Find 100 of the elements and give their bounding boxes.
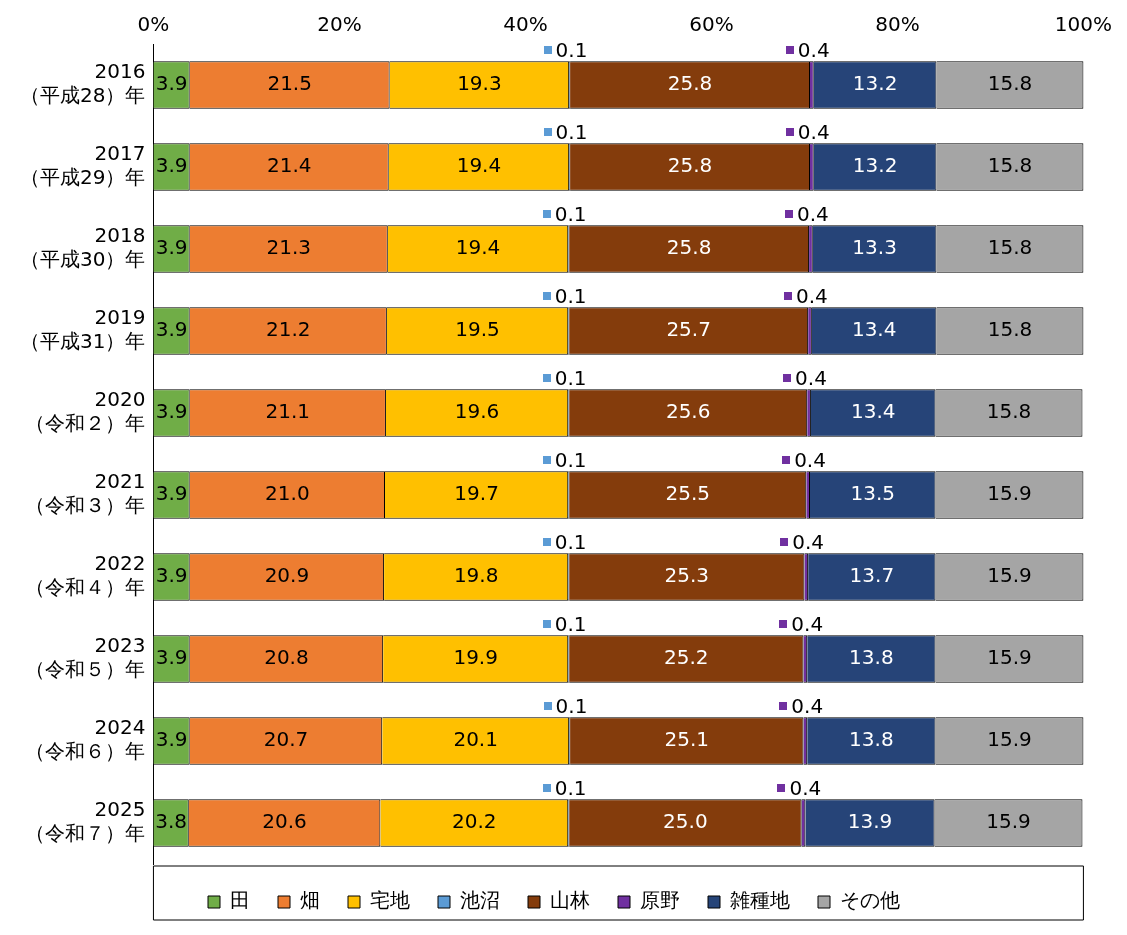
data-label: 25.5 [665, 481, 710, 506]
data-label: 13.7 [849, 563, 895, 588]
data-label: 13.8 [849, 645, 894, 670]
data-label: 15.9 [987, 727, 1032, 752]
data-label: 13.3 [852, 235, 897, 260]
legend-label: 田 [230, 888, 250, 913]
legend-label: 畑 [300, 888, 320, 913]
data-label: 25.7 [666, 317, 711, 342]
data-label: 0.1 [555, 120, 588, 145]
y-tick-label: 2019 （平成31）年 [20, 305, 146, 354]
y-tick-label: 2018 （平成30）年 [20, 223, 146, 272]
data-label: 20.8 [264, 645, 309, 670]
data-label: 0.4 [796, 284, 828, 309]
data-label: 3.9 [155, 727, 188, 752]
data-label: 0.1 [554, 776, 587, 801]
data-label: 19.4 [455, 235, 501, 260]
data-label: 3.9 [155, 235, 188, 260]
data-label: 19.7 [454, 481, 499, 506]
data-label: 0.1 [554, 530, 587, 555]
data-label: 3.9 [155, 645, 188, 670]
legend-label: 原野 [640, 888, 680, 913]
data-label: 13.4 [850, 399, 896, 424]
data-label: 21.4 [266, 153, 312, 178]
legend-label: その他 [840, 888, 900, 913]
data-label: 15.8 [987, 317, 1033, 342]
data-label: 0.1 [555, 694, 588, 719]
data-label: 19.6 [454, 399, 500, 424]
legend-label: 宅地 [370, 888, 410, 913]
legend-label: 山林 [550, 888, 590, 913]
data-label: 15.8 [986, 399, 1032, 424]
data-label: 19.5 [455, 317, 500, 342]
data-label: 15.8 [987, 153, 1033, 178]
data-label: 20.7 [263, 727, 309, 752]
data-label: 25.8 [667, 71, 713, 96]
data-label: 25.0 [663, 809, 708, 834]
legend-label: 雑種地 [730, 888, 790, 913]
data-label: 19.3 [457, 71, 502, 96]
x-tick-label: 20% [317, 12, 362, 37]
data-label: 3.9 [155, 317, 188, 342]
data-label: 20.2 [452, 809, 497, 834]
data-label: 0.1 [555, 38, 588, 63]
data-label: 21.5 [267, 71, 312, 96]
data-label: 0.4 [791, 694, 824, 719]
y-tick-label: 2025 （令和７）年 [25, 797, 146, 846]
y-tick-label: 2016 （平成28）年 [20, 59, 146, 108]
data-label: 15.8 [987, 235, 1033, 260]
data-label: 13.9 [847, 809, 893, 834]
data-label: 19.9 [453, 645, 498, 670]
x-tick-label: 80% [875, 12, 920, 37]
data-label: 13.4 [851, 317, 897, 342]
data-label: 25.8 [666, 235, 712, 260]
data-label: 0.4 [792, 530, 825, 555]
data-label: 0.4 [795, 366, 827, 391]
data-label: 19.8 [453, 563, 499, 588]
y-tick-label: 2020 （令和２）年 [25, 387, 146, 436]
data-label: 13.2 [852, 71, 898, 96]
y-tick-label: 2022 （令和４）年 [25, 551, 146, 600]
data-label: 0.1 [554, 366, 587, 391]
data-label: 0.1 [554, 202, 587, 227]
data-label: 19.4 [456, 153, 502, 178]
data-label: 13.2 [852, 153, 898, 178]
x-tick-label: 60% [689, 12, 734, 37]
data-label: 13.8 [849, 727, 894, 752]
x-tick-label: 40% [503, 12, 548, 37]
data-label: 25.1 [664, 727, 710, 752]
data-label: 20.1 [453, 727, 498, 752]
data-label: 25.3 [664, 563, 710, 588]
data-label: 15.8 [987, 71, 1033, 96]
data-label: 0.4 [797, 38, 830, 63]
x-tick-label: 0% [137, 12, 170, 37]
data-label: 15.9 [987, 645, 1032, 670]
y-tick-label: 2017 （平成29）年 [20, 141, 146, 190]
data-label: 13.5 [850, 481, 896, 506]
data-label: 15.9 [986, 809, 1031, 834]
data-label: 21.0 [265, 481, 310, 506]
data-label: 3.8 [155, 809, 188, 834]
y-tick-label: 2023 （令和５）年 [25, 633, 146, 682]
data-label: 3.9 [155, 481, 188, 506]
data-label: 21.1 [265, 399, 311, 424]
data-label: 0.4 [789, 776, 822, 801]
data-label: 20.9 [264, 563, 310, 588]
data-label: 15.9 [987, 563, 1032, 588]
data-label: 0.1 [554, 448, 587, 473]
data-label: 0.1 [554, 612, 587, 637]
data-label: 3.9 [155, 71, 188, 96]
data-label: 25.2 [664, 645, 709, 670]
y-tick-label: 2024 （令和６）年 [25, 715, 146, 764]
data-label: 20.6 [262, 809, 307, 834]
y-tick-label: 2021 （令和３）年 [25, 469, 146, 518]
data-label: 0.4 [794, 448, 826, 473]
data-label: 3.9 [155, 153, 188, 178]
data-label: 15.9 [987, 481, 1032, 506]
data-label: 25.8 [667, 153, 713, 178]
data-label: 0.4 [797, 120, 830, 145]
data-label: 25.6 [665, 399, 711, 424]
data-label: 0.4 [791, 612, 824, 637]
data-label: 3.9 [155, 563, 188, 588]
data-label: 0.1 [554, 284, 587, 309]
data-label: 21.3 [266, 235, 312, 260]
data-label: 0.4 [796, 202, 829, 227]
